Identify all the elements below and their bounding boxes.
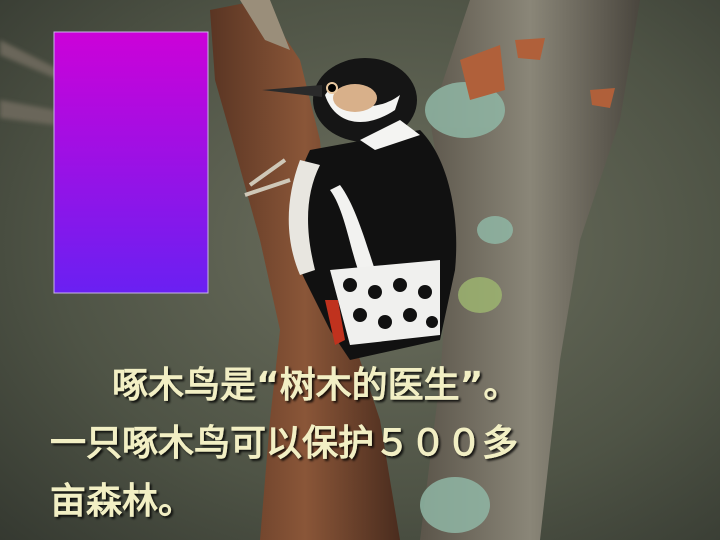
caption-line: 一只啄木鸟可以保护５００多	[50, 423, 518, 464]
stump-splinter	[240, 0, 290, 50]
twigs	[0, 40, 60, 125]
lichen	[420, 82, 513, 533]
caption-line: 啄木鸟是“树木的医生”。	[112, 365, 519, 406]
woodpecker	[244, 58, 457, 360]
caption: 啄木鸟是“树木的医生”。 一只啄木鸟可以保护５００多 亩森林。	[50, 365, 519, 522]
caption-line: 亩森林。	[50, 481, 194, 522]
gradient-box	[53, 31, 209, 294]
bark-patches	[460, 38, 615, 108]
